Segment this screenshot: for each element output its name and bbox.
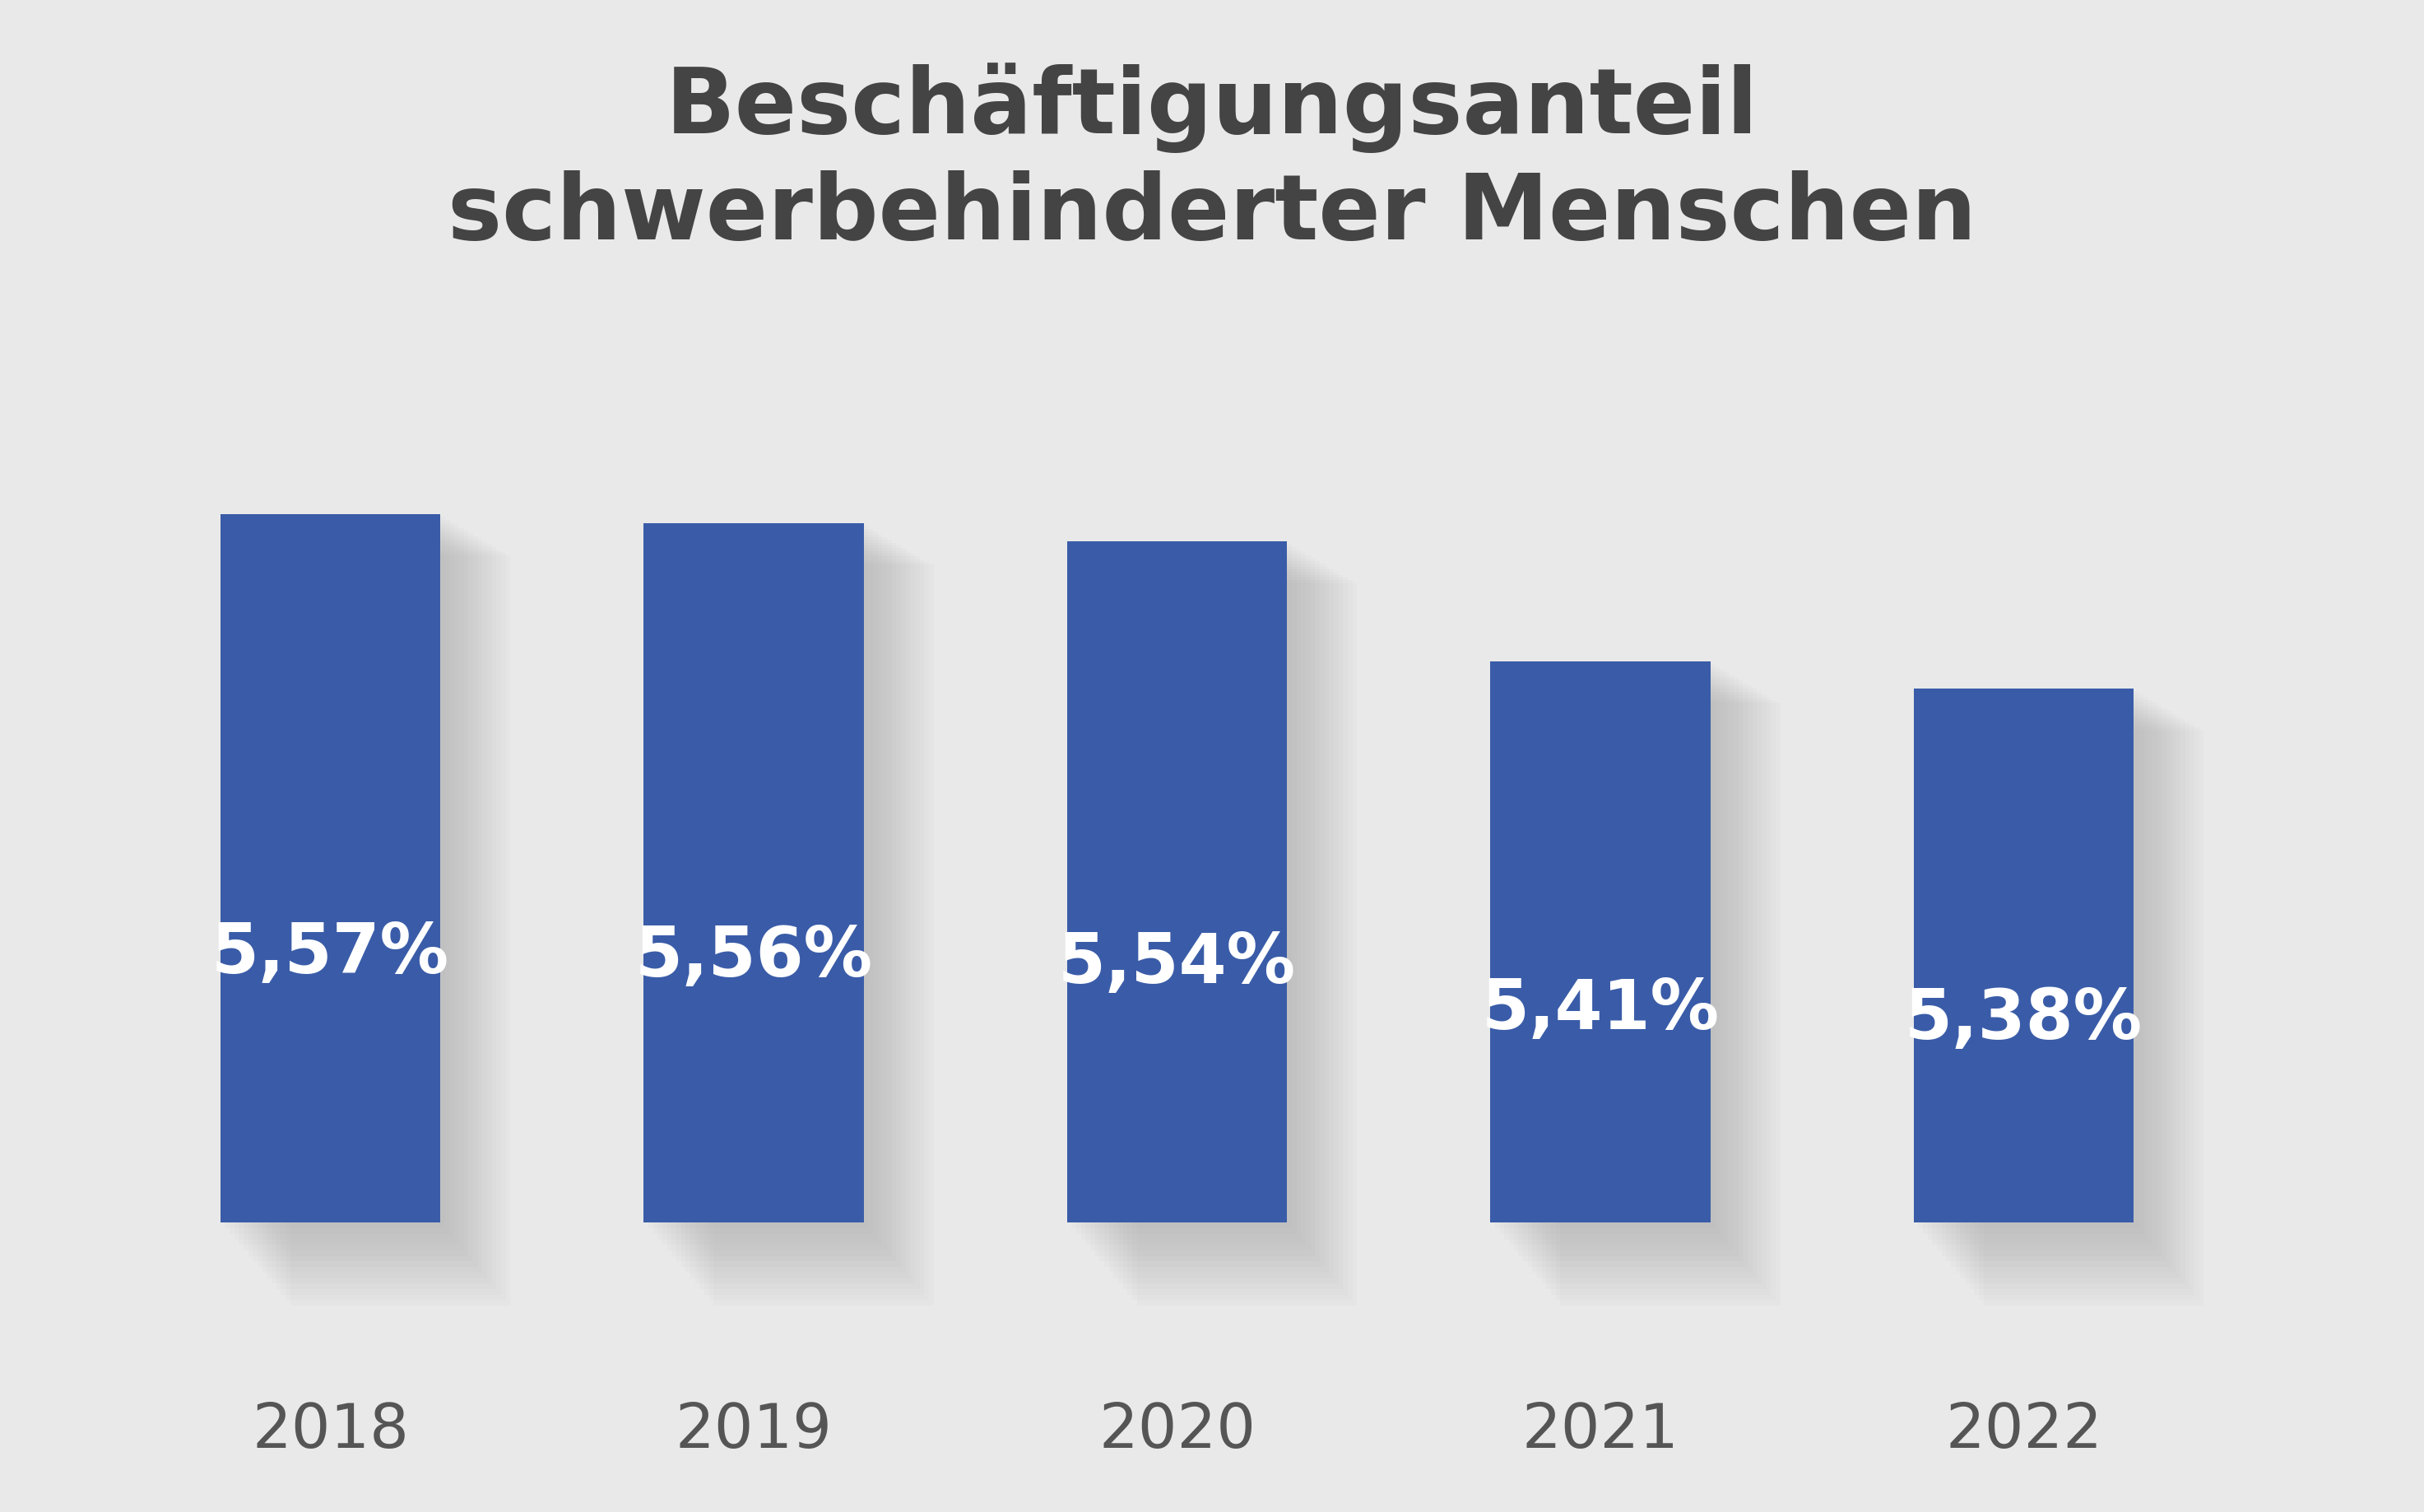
Text: 5,56%: 5,56% [635, 924, 873, 990]
Title: Beschäftigungsanteil
schwerbehinderter Menschen: Beschäftigungsanteil schwerbehinderter M… [448, 64, 1976, 259]
Text: 5,57%: 5,57% [211, 921, 448, 987]
Bar [240, 525, 458, 1244]
Bar [1561, 703, 1779, 1305]
Bar [245, 528, 463, 1250]
Bar [235, 522, 453, 1240]
Bar [1500, 667, 1719, 1234]
Bar [1105, 564, 1324, 1267]
Bar [662, 534, 882, 1244]
Bar [1491, 661, 1711, 1223]
Bar [705, 559, 924, 1294]
Bar [1071, 544, 1292, 1228]
Bar [281, 550, 502, 1294]
Bar [1081, 550, 1302, 1240]
Bar [1946, 708, 2167, 1261]
Bar [1913, 689, 2133, 1223]
Bar [667, 537, 887, 1250]
Bar [225, 517, 446, 1228]
Bar [276, 547, 497, 1290]
Bar [1132, 581, 1353, 1300]
Bar [221, 514, 441, 1223]
Bar [1122, 575, 1343, 1290]
Bar [1551, 697, 1772, 1294]
Bar [247, 531, 468, 1256]
Bar [1517, 677, 1738, 1256]
Bar [1532, 686, 1753, 1273]
Bar [657, 532, 877, 1240]
Bar [708, 562, 928, 1300]
Bar [1076, 547, 1297, 1234]
Bar [1547, 694, 1767, 1290]
Bar [1971, 723, 2189, 1290]
Text: 5,41%: 5,41% [1481, 977, 1719, 1043]
Bar [1096, 558, 1316, 1256]
Bar [1527, 683, 1748, 1267]
Text: 5,38%: 5,38% [1905, 987, 2143, 1054]
Bar [1917, 691, 2138, 1228]
Bar [1086, 553, 1307, 1244]
Bar [1942, 706, 2162, 1256]
Bar [1496, 664, 1716, 1228]
Bar [1973, 724, 2194, 1294]
Bar [1983, 730, 2203, 1305]
Bar [271, 544, 492, 1284]
Bar [1922, 694, 2143, 1234]
Bar [671, 540, 892, 1256]
Bar [1927, 697, 2148, 1240]
Bar [1937, 703, 2157, 1250]
Bar [1556, 700, 1777, 1300]
Bar [1542, 691, 1762, 1284]
Bar [686, 549, 907, 1273]
Bar [701, 556, 919, 1290]
Bar [1117, 572, 1338, 1284]
Bar [1522, 680, 1743, 1261]
Bar [1966, 720, 2184, 1284]
Bar [681, 546, 902, 1267]
Bar [1978, 727, 2199, 1300]
Bar [647, 526, 868, 1228]
Bar [291, 555, 511, 1305]
Bar [1537, 689, 1757, 1278]
Bar [645, 523, 863, 1223]
Bar [1932, 700, 2153, 1244]
Bar [262, 538, 482, 1273]
Bar [1505, 670, 1723, 1240]
Bar [1067, 541, 1287, 1223]
Text: 5,54%: 5,54% [1059, 930, 1297, 998]
Bar [286, 553, 507, 1300]
Bar [267, 541, 487, 1278]
Bar [1510, 673, 1728, 1244]
Bar [1127, 578, 1348, 1294]
Bar [1961, 717, 2179, 1278]
Bar [230, 520, 451, 1234]
Bar [696, 553, 914, 1284]
Bar [1113, 570, 1333, 1278]
Bar [1137, 584, 1357, 1305]
Bar [1956, 714, 2177, 1273]
Bar [1091, 555, 1311, 1250]
Bar [1100, 561, 1319, 1261]
Bar [1951, 711, 2172, 1267]
Bar [652, 529, 873, 1234]
Bar [676, 543, 897, 1261]
Bar [1513, 676, 1733, 1250]
Bar [1108, 567, 1328, 1273]
Bar [257, 537, 478, 1267]
Bar [713, 564, 933, 1305]
Bar [691, 550, 911, 1278]
Bar [252, 534, 473, 1261]
